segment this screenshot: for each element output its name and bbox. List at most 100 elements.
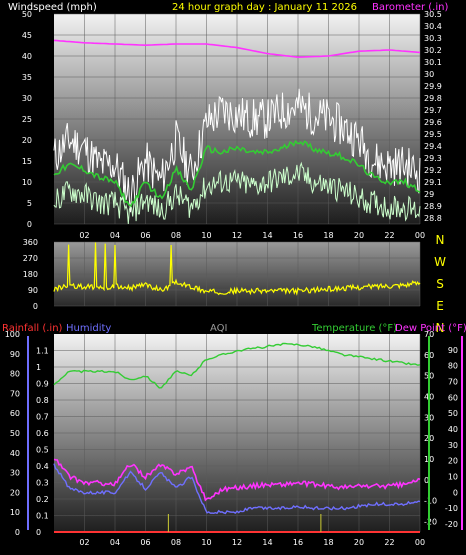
barometer-line [53,39,421,59]
climate-x-tick-label: 14 [262,538,272,547]
direction-tick-label: 180 [23,270,38,279]
dewpoint-axis-bar [461,336,463,530]
wind-x-tick-label: 00 [415,231,425,240]
barometer-tick-label: 28.8 [424,214,442,223]
windspeed-tick-label: 35 [22,73,32,82]
climate-x-tick-label: 20 [354,538,364,547]
compass-label: S [436,277,444,291]
rainfall-tick-label: 1 [36,363,41,372]
barometer-tick-label: 29.5 [424,130,442,139]
rainfall-tick-label: 0.9 [36,380,49,389]
barometer-tick-label: 30.1 [424,58,442,67]
humidity-tick-label: 0 [15,528,20,537]
windspeed-tick-label: 30 [22,94,32,103]
dewpoint-tick-label: 0 [453,488,458,497]
dewpoint-tick-label: -20 [445,520,458,529]
wind-direction-line [53,242,421,296]
compass-label: N [436,233,445,247]
humidity-tick-label: 70 [10,389,20,398]
wind-x-tick-label: 22 [384,231,394,240]
rainfall-tick-label: 0.3 [36,479,49,488]
barometer-tick-label: 30.4 [424,22,442,31]
dewpoint-tick-label: 60 [448,393,458,402]
rainfall-tick-label: 1.1 [36,347,49,356]
wind-low-line [53,161,421,225]
wind-x-tick-label: 18 [323,231,333,240]
barometer-tick-label: 30.3 [424,34,442,43]
humidity-tick-label: 30 [10,469,20,478]
humidity-line [53,463,421,515]
barometer-tick-label: 30 [424,70,434,79]
rainfall-tick-label: 0 [36,528,41,537]
humidity-axis-bar [27,336,29,530]
compass-label: W [434,255,446,269]
humidity-tick-label: 20 [10,488,20,497]
barometer-tick-label: 29.4 [424,142,442,151]
dewpoint-tick-label: 70 [448,378,458,387]
climate-x-tick-label: 04 [110,538,120,547]
barometer-axis-title: Barometer (.in) [372,2,448,13]
windspeed-tick-label: 5 [27,199,32,208]
wind-x-tick-label: 04 [110,231,120,240]
rainfall-tick-label: 0.1 [36,512,49,521]
wind-x-tick-label: 14 [262,231,272,240]
wind-x-tick-label: 02 [79,231,89,240]
humidity-tick-label: 80 [10,370,20,379]
compass-label: N [436,321,445,335]
wind-x-tick-label: 20 [354,231,364,240]
wind-gust-line [53,88,421,213]
climate-x-tick-label: 02 [79,538,89,547]
windspeed-tick-label: 10 [22,178,32,187]
windspeed-tick-label: 0 [27,220,32,229]
wind-x-tick-label: 12 [232,231,242,240]
dewpoint-axis-title: Dew Point (°F) [395,323,466,334]
direction-tick-label: 0 [33,302,38,311]
dewpoint-line [53,458,421,502]
temperature-tick-label: 0 [424,476,429,485]
rainfall-tick-label: 0.2 [36,495,49,504]
climate-x-tick-label: 06 [140,538,150,547]
chart-title: 24 hour graph day : January 11 2026 [172,2,357,13]
direction-tick-label: 360 [23,238,38,247]
aqi-label: AQI [210,323,228,334]
rainfall-axis-title: Rainfall (.in) [2,323,63,334]
rainfall-tick-label: 0.7 [36,413,49,422]
wind-x-tick-label: 16 [293,231,303,240]
barometer-tick-label: 28.9 [424,202,442,211]
humidity-tick-label: 90 [10,350,20,359]
temperature-tick-label: -20 [424,518,437,527]
temperature-tick-label: 70 [424,330,434,339]
rainfall-tick-label: 0.5 [36,446,49,455]
dewpoint-tick-label: 40 [448,425,458,434]
wind-x-tick-label: 10 [201,231,211,240]
climate-x-tick-label: 12 [232,538,242,547]
climate-x-tick-label: 22 [384,538,394,547]
dewpoint-tick-label: -10 [445,504,458,513]
barometer-tick-label: 29.6 [424,118,442,127]
compass-label: E [436,299,444,313]
windspeed-axis-title: Windspeed (mph) [8,2,97,13]
barometer-tick-label: 30.2 [424,46,442,55]
climate-x-tick-label: 10 [201,538,211,547]
barometer-tick-label: 29.8 [424,94,442,103]
temperature-axis-title: Temperature (°F) [311,323,397,334]
windspeed-tick-label: 25 [22,115,32,124]
windspeed-tick-label: 45 [22,31,32,40]
barometer-tick-label: 29.7 [424,106,442,115]
humidity-tick-label: 50 [10,429,20,438]
barometer-tick-label: 29.2 [424,166,442,175]
temperature-axis-bar [428,336,430,530]
rainfall-tick-label: 0.8 [36,396,49,405]
dewpoint-tick-label: 30 [448,441,458,450]
humidity-tick-label: 10 [10,508,20,517]
temperature-line [53,342,421,389]
wind-x-tick-label: 06 [140,231,150,240]
wind-average-line [53,139,421,208]
climate-x-tick-label: 00 [415,538,425,547]
dewpoint-tick-label: 50 [448,409,458,418]
climate-x-tick-label: 18 [323,538,333,547]
windspeed-tick-label: 20 [22,136,32,145]
humidity-tick-label: 100 [5,330,20,339]
barometer-tick-label: 29.9 [424,82,442,91]
